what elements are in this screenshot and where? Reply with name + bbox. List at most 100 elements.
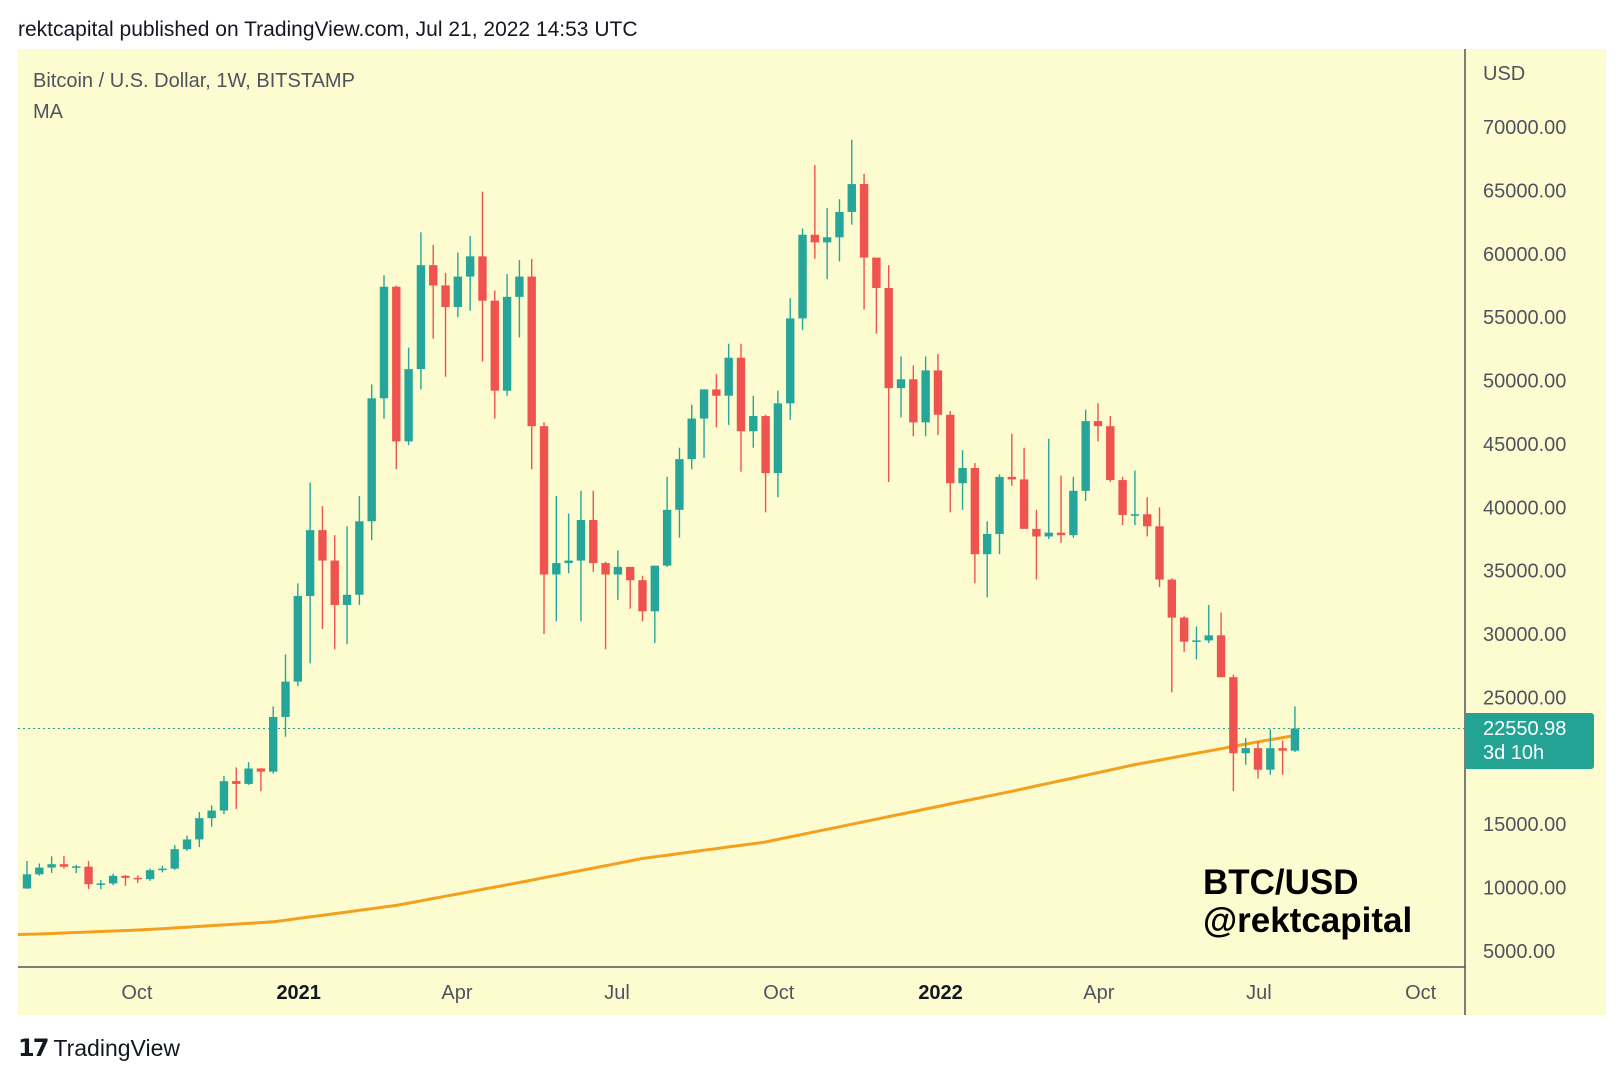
candle — [601, 561, 610, 650]
candle — [84, 861, 93, 890]
candle-body — [884, 287, 893, 389]
candle-body — [404, 369, 413, 442]
candle-body — [946, 414, 955, 484]
candle — [478, 191, 487, 362]
x-tick-label: 2022 — [918, 982, 963, 1004]
candle — [35, 863, 44, 876]
candle-body — [256, 768, 266, 772]
candle-body — [47, 864, 56, 868]
candle — [1130, 470, 1140, 526]
y-tick-label: 35000.00 — [1483, 561, 1566, 583]
candle — [946, 410, 955, 513]
candle — [293, 583, 303, 687]
candle-body — [121, 875, 130, 878]
last-price-value: 22550.98 — [1483, 718, 1567, 740]
candle — [96, 880, 106, 890]
candle-body — [1192, 640, 1201, 642]
candle-body — [170, 849, 179, 869]
candle-body — [342, 594, 352, 605]
candle — [355, 495, 364, 605]
candle — [195, 812, 204, 848]
candle — [822, 208, 832, 280]
candle — [207, 805, 216, 827]
y-tick-label: 30000.00 — [1483, 624, 1566, 646]
candle-body — [490, 300, 499, 391]
candle-body — [539, 426, 549, 575]
x-tick-label: Apr — [441, 982, 472, 1004]
candle-body — [909, 379, 918, 423]
candle — [379, 275, 389, 419]
candle — [687, 404, 696, 470]
candle-body — [749, 416, 758, 432]
candle-body — [96, 883, 106, 885]
y-tick-label: 45000.00 — [1483, 434, 1566, 456]
candle-body — [625, 566, 635, 581]
candle-body — [1130, 514, 1140, 516]
candle-body — [1007, 476, 1016, 480]
candle-body — [613, 566, 623, 575]
candle-body — [921, 370, 930, 423]
candle — [539, 422, 549, 635]
candle-body — [1278, 748, 1287, 751]
candle — [564, 513, 573, 574]
candle — [121, 874, 130, 886]
candle — [133, 875, 142, 883]
candle-body — [318, 530, 327, 561]
candle-body — [108, 875, 118, 884]
candle — [256, 768, 266, 792]
candle — [995, 474, 1004, 555]
candle-body — [416, 265, 426, 370]
y-tick-label: 60000.00 — [1483, 244, 1566, 266]
candle-body — [429, 265, 438, 286]
candle — [1007, 433, 1016, 486]
y-tick-label: 5000.00 — [1483, 941, 1555, 963]
candle-body — [1229, 677, 1238, 754]
candle — [650, 565, 660, 643]
candle — [958, 450, 967, 510]
candle-body — [675, 459, 684, 510]
candle — [613, 550, 623, 600]
watermark-author: @rektcapital — [1203, 901, 1413, 940]
candle — [1266, 729, 1275, 775]
candle — [72, 864, 81, 874]
candle-body — [232, 781, 241, 784]
candle — [786, 298, 795, 420]
candle — [589, 490, 598, 572]
candle-body — [995, 476, 1004, 534]
candle — [1032, 509, 1041, 580]
symbol-legend[interactable]: Bitcoin / U.S. Dollar, 1W, BITSTAMP — [33, 70, 355, 92]
watermark: BTC/USD @rektcapital — [1203, 864, 1412, 940]
y-tick-label: 25000.00 — [1483, 687, 1566, 709]
candle — [232, 767, 241, 810]
candle-body — [1106, 426, 1115, 481]
candle-body — [822, 237, 832, 243]
candle-body — [699, 389, 709, 419]
candle — [638, 575, 647, 622]
candle-body — [22, 874, 32, 889]
candle-body — [515, 276, 524, 297]
candle-body — [1143, 514, 1152, 527]
candle-body — [687, 418, 696, 460]
candle — [158, 865, 167, 873]
candle — [736, 343, 746, 472]
candle — [47, 856, 56, 874]
candle — [441, 272, 450, 377]
candle-body — [72, 866, 81, 868]
candle — [404, 347, 413, 446]
candle-body — [367, 398, 376, 522]
candle — [847, 139, 856, 225]
indicator-legend[interactable]: MA — [33, 101, 63, 123]
candle — [465, 236, 475, 311]
candle — [859, 173, 869, 310]
candle — [1106, 416, 1115, 482]
candle-body — [293, 596, 303, 682]
candle-body — [1032, 528, 1041, 537]
candle-body — [478, 256, 487, 301]
candle — [675, 447, 684, 538]
candle-body — [355, 521, 364, 595]
candle — [182, 835, 192, 851]
candle — [1179, 616, 1189, 652]
tradingview-logo[interactable]: 𝟭𝟳 TradingView — [18, 1034, 180, 1063]
candle — [576, 490, 586, 622]
